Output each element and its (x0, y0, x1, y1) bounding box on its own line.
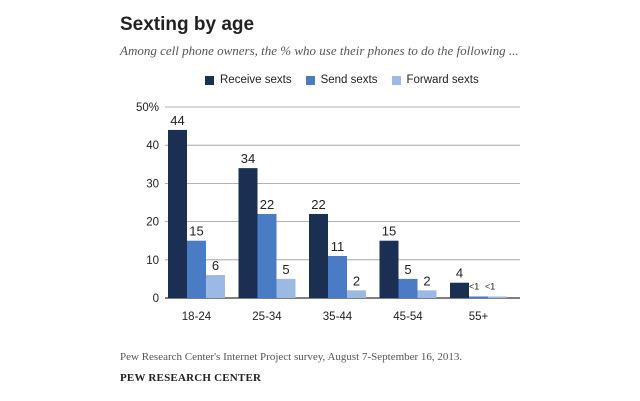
bar-receive (168, 129, 187, 298)
y-tick-label: 40 (146, 140, 159, 152)
legend-item-forward: Forward sexts (391, 74, 479, 86)
data-label: 34 (241, 151, 255, 166)
bar-forward (488, 296, 507, 298)
data-label: <1 (469, 282, 479, 292)
x-tick-label: 25-34 (252, 311, 282, 323)
legend: Receive sexts Send sexts Forward sexts (205, 74, 493, 86)
legend-label-send: Send sexts (320, 74, 378, 86)
data-label: <1 (485, 282, 495, 292)
source-note: Pew Research Center's Internet Project s… (120, 351, 463, 363)
x-tick-label: 45-54 (393, 311, 423, 323)
bar-forward (206, 275, 225, 298)
bar-receive (379, 240, 399, 298)
bar-forward (417, 290, 437, 298)
chart-title: Sexting by age (120, 14, 255, 35)
y-tick-label: 50% (136, 102, 159, 114)
legend-label-receive: Receive sexts (220, 74, 292, 86)
data-label: 11 (331, 239, 345, 254)
bar-send (187, 240, 206, 298)
bar-send (398, 278, 418, 298)
legend-swatch-receive (205, 75, 214, 85)
data-label: 15 (382, 224, 396, 239)
bar-receive (238, 168, 258, 298)
data-label: 2 (423, 273, 430, 288)
x-tick-label: 18-24 (182, 311, 212, 323)
brand-label: PEW RESEARCH CENTER (120, 372, 262, 384)
data-label: 22 (260, 197, 274, 212)
legend-item-send: Send sexts (305, 74, 378, 86)
bar-forward (276, 278, 296, 298)
data-label: 22 (311, 197, 325, 212)
data-label: 5 (282, 262, 289, 277)
x-tick-label: 35-44 (323, 311, 353, 323)
bar-send (328, 255, 347, 298)
legend-swatch-forward (391, 75, 401, 85)
bar-receive (450, 282, 469, 298)
legend-swatch-send (305, 75, 315, 85)
bar-send (469, 296, 488, 298)
y-tick-label: 10 (146, 255, 159, 267)
x-tick-label: 55+ (469, 311, 489, 323)
y-tick-label: 30 (146, 178, 159, 190)
data-label: 2 (353, 273, 360, 288)
data-label: 5 (404, 262, 411, 277)
bar-send (257, 213, 277, 298)
legend-item-receive: Receive sexts (205, 74, 292, 86)
legend-label-forward: Forward sexts (406, 74, 479, 86)
bar-forward (347, 290, 366, 298)
data-label: 6 (212, 258, 219, 273)
y-tick-label: 0 (153, 293, 159, 305)
data-label: 44 (170, 113, 184, 128)
data-label: 15 (189, 224, 203, 239)
bar-receive (309, 213, 328, 298)
y-tick-label: 20 (146, 217, 159, 229)
data-label: 4 (456, 266, 463, 281)
chart-subtitle: Among cell phone owners, the % who use t… (120, 43, 519, 58)
